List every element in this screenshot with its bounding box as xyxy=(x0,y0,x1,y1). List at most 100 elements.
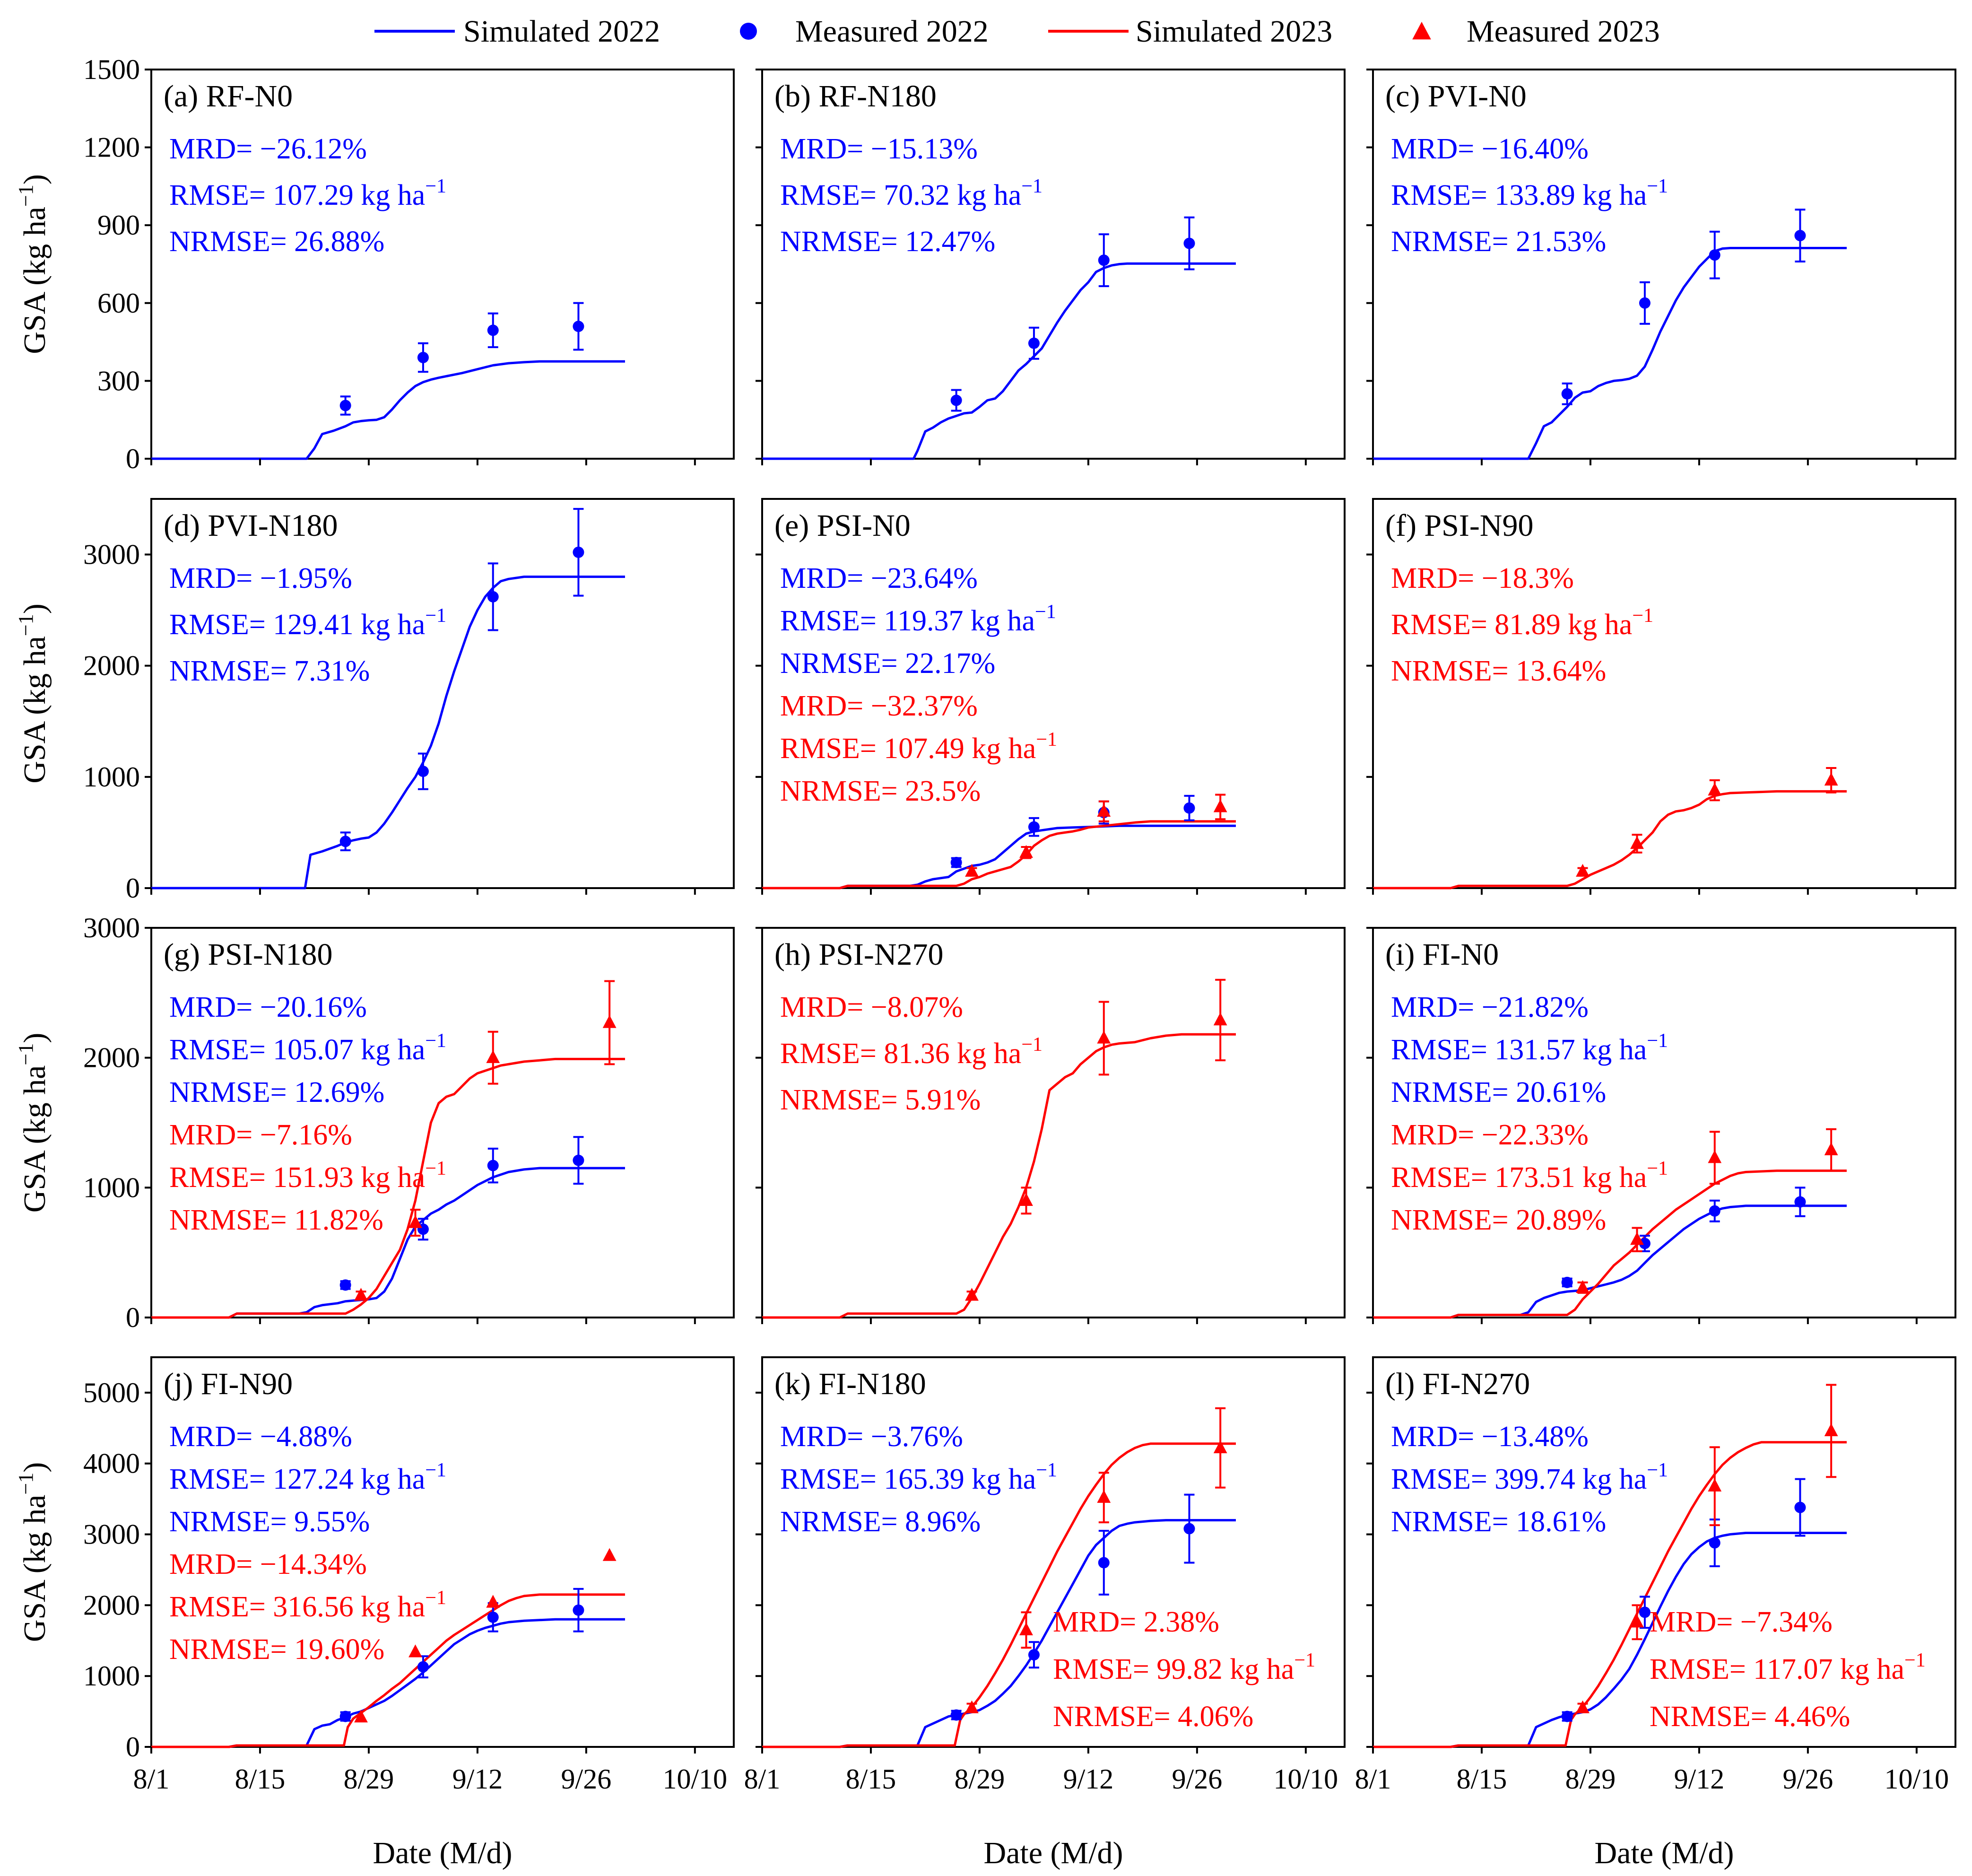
x-tick-label: 9/26 xyxy=(561,1763,612,1795)
measured-series-measured-2023 xyxy=(965,794,1227,877)
data-point-circle xyxy=(339,836,351,847)
legend-item-simulated-2022: Simulated 2022 xyxy=(374,14,660,49)
data-point-circle xyxy=(417,352,429,364)
plot-frame xyxy=(1372,927,1956,1318)
data-point-circle xyxy=(573,1154,584,1166)
data-point-triangle xyxy=(354,1710,368,1723)
plot-frame xyxy=(761,498,1346,889)
stat-annotation: MRD= −7.34% xyxy=(1650,1606,1833,1638)
y-tick-label: 5000 xyxy=(83,1377,140,1408)
stat-annotation: MRD= −18.3% xyxy=(1391,562,1574,594)
data-point-triangle xyxy=(1019,1193,1033,1206)
data-point-circle xyxy=(487,1611,499,1623)
data-point-circle xyxy=(1183,802,1195,814)
series-line-simulated-2022 xyxy=(151,1618,625,1748)
x-tick-label: 10/10 xyxy=(1274,1763,1338,1795)
series-line-simulated-2023 xyxy=(151,1057,625,1319)
data-point-circle xyxy=(339,1710,351,1722)
stat-annotation: RMSE= 81.36 kg ha−1 xyxy=(780,1034,1042,1070)
stat-annotation: MRD= −32.37% xyxy=(780,690,978,722)
panel-pvi-n180: 0 1000 2000 3000 (d) PVI-N180 MRD= −1.95% RMSE… xyxy=(14,498,735,904)
legend-circle-swatch xyxy=(740,23,757,40)
stat-annotation: NRMSE= 9.55% xyxy=(169,1506,370,1538)
y-tick-label: 1000 xyxy=(83,1172,140,1203)
panel-title: (g) PSI-N180 xyxy=(164,937,333,972)
data-point-triangle xyxy=(1708,1150,1722,1163)
legend-label: Measured 2023 xyxy=(1467,14,1660,49)
data-point-circle xyxy=(417,766,429,777)
data-point-triangle xyxy=(1630,836,1644,849)
data-point-triangle xyxy=(1630,1232,1644,1245)
legend-item-measured-2023: Measured 2023 xyxy=(1412,14,1660,49)
data-point-circle xyxy=(1794,230,1806,242)
panel-title: (j) FI-N90 xyxy=(164,1367,293,1401)
panel-title: (b) RF-N180 xyxy=(774,79,937,113)
panels-grid: 0 300 600 900 1200 1500 (a) RF-N0 MRD= −26.12% R… xyxy=(14,54,1956,1870)
data-point-circle xyxy=(417,1661,429,1673)
y-axis-title: GSA (kg ha−1) xyxy=(14,603,52,783)
panel-title: (a) RF-N0 xyxy=(164,79,293,113)
stat-annotation: RMSE= 399.74 kg ha−1 xyxy=(1391,1459,1668,1495)
x-axis-title: Date (M/d) xyxy=(1594,1836,1734,1870)
panel-rf-n0: 0 300 600 900 1200 1500 (a) RF-N0 MRD= −26.12% R… xyxy=(14,54,735,474)
data-point-circle xyxy=(1794,1196,1806,1208)
panel-psi-n0: (e) PSI-N0 MRD= −23.64% RMSE= 119.37 kg ha… xyxy=(756,498,1346,895)
legend-label: Simulated 2023 xyxy=(1136,14,1332,49)
stat-annotation: NRMSE= 8.96% xyxy=(780,1506,981,1538)
x-axis-title: Date (M/d) xyxy=(373,1836,512,1870)
data-point-circle xyxy=(573,321,584,332)
data-point-triangle xyxy=(965,864,979,877)
stat-annotation: RMSE= 131.57 kg ha−1 xyxy=(1391,1030,1668,1066)
data-point-triangle xyxy=(965,1700,979,1713)
data-point-triangle xyxy=(602,1015,617,1028)
legend: Simulated 2022 Measured 2022 Simulated 202… xyxy=(374,14,1660,49)
measured-series-measured-2023 xyxy=(1576,1384,1838,1713)
data-point-circle xyxy=(487,591,499,602)
x-tick-label: 9/26 xyxy=(1783,1763,1833,1795)
data-point-triangle xyxy=(1097,803,1111,817)
stat-annotation: RMSE= 117.07 kg ha−1 xyxy=(1650,1649,1926,1685)
panel-title: (k) FI-N180 xyxy=(774,1367,926,1401)
data-point-circle xyxy=(1183,237,1195,249)
data-point-circle xyxy=(1794,1501,1806,1513)
panel-title: (f) PSI-N90 xyxy=(1385,508,1533,543)
stat-annotation: MRD= −3.76% xyxy=(780,1421,963,1453)
stat-annotation: RMSE= 70.32 kg ha−1 xyxy=(780,175,1042,211)
plot-frame xyxy=(1372,1356,1956,1748)
panel-title: (d) PVI-N180 xyxy=(164,508,338,543)
data-point-circle xyxy=(1028,337,1040,349)
data-point-triangle xyxy=(486,1595,500,1608)
data-point-triangle xyxy=(408,1215,422,1228)
measured-series-measured-2022 xyxy=(339,1136,584,1291)
stat-annotation: NRMSE= 4.06% xyxy=(1053,1701,1253,1733)
x-tick-label: 9/12 xyxy=(452,1763,503,1795)
legend-triangle-swatch xyxy=(1412,22,1431,40)
x-tick-label: 8/29 xyxy=(1565,1763,1616,1795)
measured-series-measured-2022 xyxy=(339,302,584,416)
series-line-simulated-2023 xyxy=(151,1593,625,1748)
plot-frame xyxy=(761,1356,1346,1748)
data-point-triangle xyxy=(1576,1700,1590,1713)
stat-annotation: NRMSE= 22.17% xyxy=(780,647,995,680)
stat-annotation: MRD= −26.12% xyxy=(169,133,367,165)
measured-series-measured-2023 xyxy=(965,1407,1227,1713)
data-point-triangle xyxy=(602,1548,617,1561)
x-tick-label: 10/10 xyxy=(1885,1763,1949,1795)
x-tick-label: 8/29 xyxy=(955,1763,1005,1795)
data-point-circle xyxy=(1561,1276,1573,1288)
y-tick-label: 900 xyxy=(97,209,140,241)
measured-series-measured-2023 xyxy=(354,980,617,1301)
stat-annotation: RMSE= 129.41 kg ha−1 xyxy=(169,605,446,641)
data-point-triangle xyxy=(1019,1622,1033,1635)
y-tick-label: 1000 xyxy=(83,761,140,793)
measured-series-measured-2022 xyxy=(1561,1187,1806,1288)
data-point-triangle xyxy=(1213,799,1227,812)
x-tick-label: 9/26 xyxy=(1172,1763,1223,1795)
stat-annotation: MRD= −22.33% xyxy=(1391,1119,1589,1151)
data-point-circle xyxy=(487,1160,499,1171)
data-point-triangle xyxy=(1576,864,1590,877)
data-point-circle xyxy=(1709,1205,1720,1217)
data-point-circle xyxy=(950,1709,962,1721)
data-point-triangle xyxy=(1576,1280,1590,1293)
